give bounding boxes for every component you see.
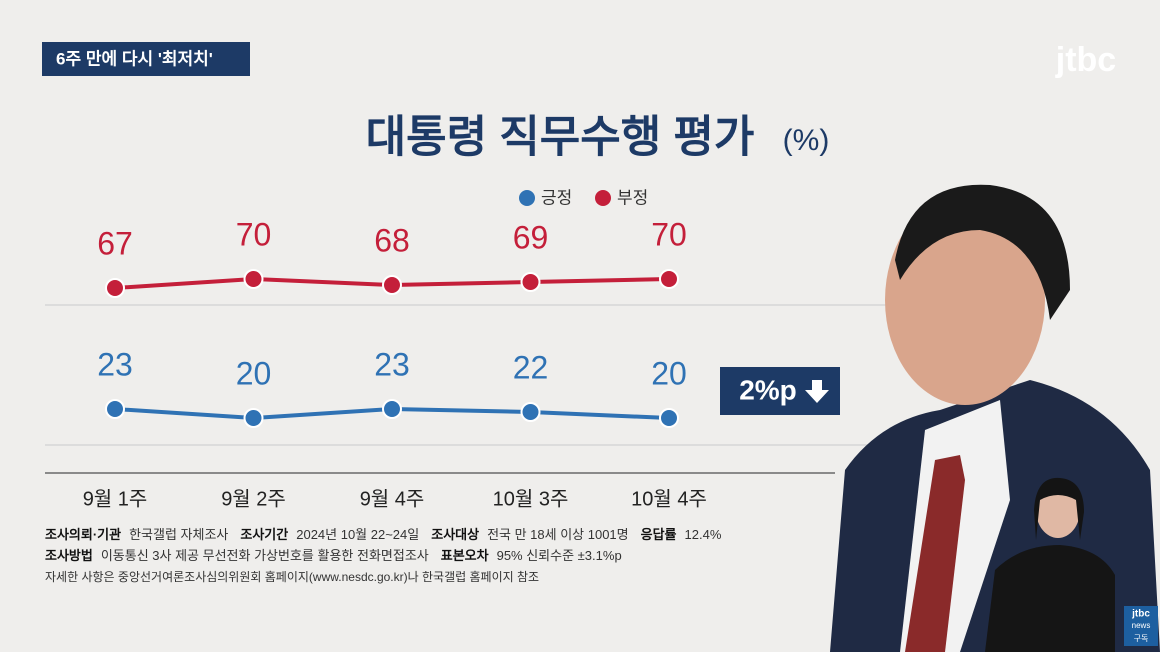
corner-action[interactable]: 구독	[1134, 634, 1149, 643]
hair	[895, 184, 1070, 320]
footer-text: 95% 신뢰수준 ±3.1%p	[497, 548, 622, 563]
data-point	[520, 402, 541, 422]
footer-label: 조사방법	[45, 548, 93, 563]
corner-sub: news	[1132, 621, 1151, 630]
legend-marker	[519, 190, 535, 206]
footer-label: 응답률	[641, 527, 677, 542]
data-label: 22	[513, 349, 549, 385]
legend-label: 부정	[617, 188, 648, 207]
unit: (%)	[783, 124, 830, 157]
data-point	[105, 278, 125, 298]
annotation-text: 2%p	[739, 374, 797, 405]
logo: jtbc	[1055, 41, 1116, 79]
tie	[905, 455, 965, 652]
data-label: 23	[374, 346, 410, 382]
x-tick-label: 9월 1주	[83, 487, 148, 510]
x-tick-label: 9월 2주	[221, 487, 286, 510]
footer-text: 전국 만 18세 이상 1001명	[487, 527, 629, 542]
legend-marker	[595, 190, 611, 206]
footer-label: 표본오차	[441, 548, 489, 563]
data-label: 68	[374, 222, 410, 258]
footer-note: 자세한 사항은 중앙선거여론조사심의위원회 홈페이지(www.nesdc.go.…	[45, 570, 539, 584]
interpreter-body	[985, 545, 1115, 652]
footer-label: 조사기간	[240, 527, 288, 542]
footer-text: 2024년 10월 22~24일	[296, 527, 419, 542]
down-arrow	[805, 380, 829, 403]
footer-label: 조사의뢰·기관	[45, 527, 121, 542]
annotation: 2%p	[720, 367, 840, 415]
data-label: 69	[513, 219, 549, 255]
footer-text: 이동통신 3사 제공 무선전화 가상번호를 활용한 전화면접조사	[101, 548, 429, 563]
x-tick-label: 10월 4주	[631, 487, 707, 510]
data-point	[382, 399, 402, 419]
footer-line: 조사의뢰·기관 한국갤럽 자체조사 조사기간 2024년 10월 22~24일 조사대상…	[45, 527, 722, 542]
footer-text: 한국갤럽 자체조사	[129, 527, 228, 542]
interpreter-hair	[1034, 477, 1084, 540]
badge-text: 6주 만에 다시 '최저치'	[56, 49, 213, 68]
corner-logo: jtbc	[1131, 609, 1150, 620]
data-point	[659, 269, 679, 289]
data-point	[520, 272, 541, 292]
data-point	[659, 408, 679, 428]
data-point	[382, 275, 402, 295]
data-label: 20	[236, 355, 272, 391]
data-label: 20	[651, 355, 687, 391]
corner-logo-box	[1124, 606, 1158, 646]
x-tick-label: 9월 4주	[360, 487, 425, 510]
x-tick-label: 10월 3주	[493, 487, 569, 510]
badge-box	[42, 42, 250, 76]
data-point	[105, 399, 125, 419]
chart-title: 대통령 직무수행 평가	[366, 113, 755, 162]
data-point	[243, 269, 264, 289]
interpreter	[985, 477, 1115, 652]
data-label: 70	[651, 216, 687, 252]
footer-text: 12.4%	[685, 527, 722, 542]
footer-line: 조사방법 이동통신 3사 제공 무선전화 가상번호를 활용한 전화면접조사 표본오차…	[45, 548, 622, 563]
data-label: 67	[97, 225, 133, 261]
data-point	[243, 408, 264, 428]
footer-label: 조사대상	[431, 527, 479, 542]
legend-label: 긍정	[541, 188, 572, 207]
data-label: 70	[236, 216, 272, 252]
data-label: 23	[97, 346, 133, 382]
